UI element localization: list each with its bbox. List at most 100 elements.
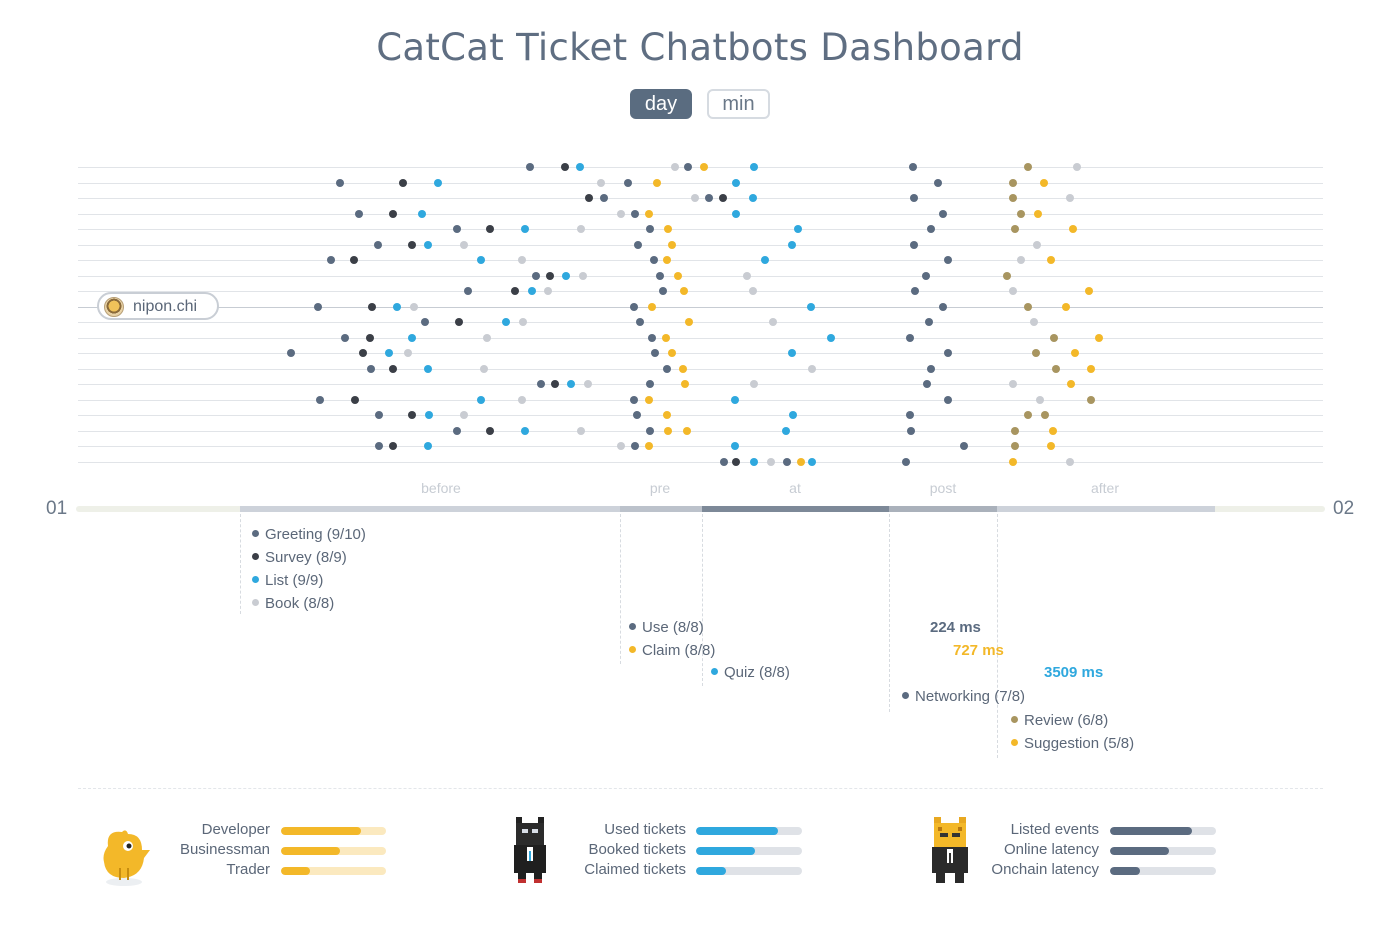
event-dot-survey[interactable] (486, 427, 494, 435)
event-dot-greeting[interactable] (537, 380, 545, 388)
event-dot-networking[interactable] (902, 458, 910, 466)
event-dot-greeting[interactable] (341, 334, 349, 342)
event-dot-review[interactable] (1050, 334, 1058, 342)
event-dot-greeting[interactable] (651, 349, 659, 357)
event-dot-claim[interactable] (664, 427, 672, 435)
event-dot-book[interactable] (597, 179, 605, 187)
event-dot-list[interactable] (807, 303, 815, 311)
event-dot-claim[interactable] (662, 334, 670, 342)
event-dot-survey[interactable] (551, 380, 559, 388)
event-dot-book[interactable] (749, 287, 757, 295)
legend-book[interactable]: Book (8/8) (252, 595, 334, 612)
event-dot-greeting[interactable] (783, 458, 791, 466)
legend-review[interactable]: Review (6/8) (1011, 712, 1108, 729)
event-dot-list[interactable] (731, 396, 739, 404)
user-row-line[interactable] (78, 415, 1323, 416)
event-dot-survey[interactable] (359, 349, 367, 357)
event-dot-claim[interactable] (680, 287, 688, 295)
event-dot-list[interactable] (750, 163, 758, 171)
event-dot-list[interactable] (761, 256, 769, 264)
event-dot-book[interactable] (544, 287, 552, 295)
event-dot-greeting[interactable] (659, 287, 667, 295)
event-dot-book[interactable] (769, 318, 777, 326)
user-row-line[interactable] (78, 198, 1323, 199)
event-dot-greeting[interactable] (634, 241, 642, 249)
event-dot-greeting[interactable] (453, 225, 461, 233)
event-dot-survey[interactable] (511, 287, 519, 295)
event-dot-greeting[interactable] (630, 396, 638, 404)
event-dot-list[interactable] (789, 411, 797, 419)
event-dot-greeting[interactable] (453, 427, 461, 435)
event-dot-claim[interactable] (645, 442, 653, 450)
event-dot-networking[interactable] (944, 349, 952, 357)
event-dot-list[interactable] (502, 318, 510, 326)
event-dot-suggestion[interactable] (1067, 380, 1075, 388)
user-row-line[interactable] (78, 369, 1323, 370)
event-dot-greeting[interactable] (636, 318, 644, 326)
event-dot-survey[interactable] (486, 225, 494, 233)
event-dot-list[interactable] (408, 334, 416, 342)
event-dot-greeting[interactable] (630, 303, 638, 311)
event-dot-networking[interactable] (923, 380, 931, 388)
user-row-line[interactable] (78, 322, 1323, 323)
event-dot-survey[interactable] (561, 163, 569, 171)
user-row-line[interactable] (78, 229, 1323, 230)
event-dot-book[interactable] (750, 380, 758, 388)
event-dot-survey[interactable] (366, 334, 374, 342)
event-dot-greeting[interactable] (526, 163, 534, 171)
event-dot-survey[interactable] (732, 458, 740, 466)
timeline-segment-start[interactable] (76, 506, 240, 512)
event-dot-suggestion[interactable] (1047, 442, 1055, 450)
event-dot-book[interactable] (1017, 256, 1025, 264)
event-dot-book[interactable] (460, 411, 468, 419)
event-dot-claim[interactable] (645, 396, 653, 404)
event-dot-survey[interactable] (389, 210, 397, 218)
event-dot-list[interactable] (424, 442, 432, 450)
event-dot-list[interactable] (434, 179, 442, 187)
event-dot-survey[interactable] (368, 303, 376, 311)
event-dot-book[interactable] (460, 241, 468, 249)
event-dot-networking[interactable] (944, 396, 952, 404)
event-dot-greeting[interactable] (656, 272, 664, 280)
event-dot-book[interactable] (1066, 458, 1074, 466)
event-dot-suggestion[interactable] (1040, 179, 1048, 187)
event-dot-list[interactable] (827, 334, 835, 342)
event-dot-suggestion[interactable] (1062, 303, 1070, 311)
event-dot-networking[interactable] (939, 210, 947, 218)
legend-survey[interactable]: Survey (8/9) (252, 549, 347, 566)
event-dot-networking[interactable] (944, 256, 952, 264)
event-dot-list[interactable] (576, 163, 584, 171)
event-dot-greeting[interactable] (374, 241, 382, 249)
event-dot-list[interactable] (528, 287, 536, 295)
timeline-segment-at[interactable] (702, 506, 889, 512)
user-row-line[interactable] (78, 214, 1323, 215)
event-dot-greeting[interactable] (375, 411, 383, 419)
selected-user-pill[interactable]: nipon.chi (97, 292, 219, 320)
event-dot-claim[interactable] (668, 349, 676, 357)
event-dot-greeting[interactable] (327, 256, 335, 264)
user-row-line[interactable] (78, 353, 1323, 354)
event-dot-list[interactable] (750, 458, 758, 466)
legend-networking[interactable]: Networking (7/8) (902, 688, 1025, 705)
user-row-line[interactable] (78, 338, 1323, 339)
event-dot-claim[interactable] (663, 411, 671, 419)
event-dot-claim[interactable] (664, 225, 672, 233)
event-dot-claim[interactable] (1049, 427, 1057, 435)
event-dot-greeting[interactable] (720, 458, 728, 466)
event-dot-book[interactable] (584, 380, 592, 388)
user-row-line[interactable] (78, 384, 1323, 385)
event-dot-book[interactable] (1066, 194, 1074, 202)
event-dot-greeting[interactable] (367, 365, 375, 373)
event-dot-list[interactable] (794, 225, 802, 233)
event-dot-list[interactable] (788, 349, 796, 357)
user-row-line[interactable] (78, 260, 1323, 261)
event-dot-survey[interactable] (719, 194, 727, 202)
event-dot-book[interactable] (483, 334, 491, 342)
event-dot-review[interactable] (1024, 411, 1032, 419)
event-dot-survey[interactable] (350, 256, 358, 264)
event-dot-greeting[interactable] (684, 163, 692, 171)
event-dot-book[interactable] (577, 427, 585, 435)
event-dot-survey[interactable] (351, 396, 359, 404)
event-dot-list[interactable] (749, 194, 757, 202)
event-dot-greeting[interactable] (421, 318, 429, 326)
